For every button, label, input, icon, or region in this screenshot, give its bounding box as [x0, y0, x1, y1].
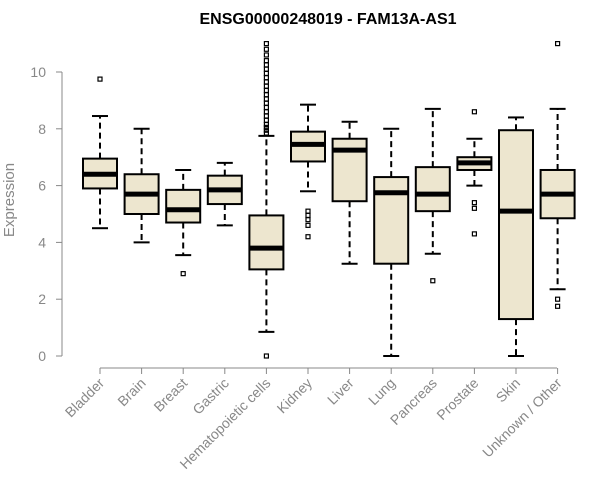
- outlier-point: [471, 231, 477, 237]
- box-lung: [373, 127, 410, 357]
- box-iqr: [414, 166, 451, 213]
- y-tick-label: 4: [38, 234, 46, 250]
- x-tick-label: Skin: [493, 375, 524, 406]
- x-tick-label: Lung: [365, 375, 398, 408]
- outlier-point: [180, 271, 186, 277]
- box-liver: [331, 120, 368, 265]
- outlier-point: [263, 353, 269, 359]
- outlier-point: [471, 205, 477, 211]
- outlier-point: [263, 96, 269, 102]
- x-tick-label: Breast: [150, 375, 190, 415]
- box-iqr: [498, 129, 534, 321]
- outlier-point: [554, 296, 561, 302]
- y-tick-label: 6: [38, 178, 46, 194]
- x-tick-label: Liver: [324, 375, 357, 408]
- outlier-point: [263, 127, 269, 133]
- outlier-point: [305, 212, 311, 219]
- outlier-point: [471, 200, 477, 206]
- outlier-point: [263, 113, 269, 119]
- outlier-point: [263, 130, 269, 136]
- y-tick-label: 8: [38, 121, 46, 137]
- outlier-point: [263, 83, 269, 89]
- outlier-point: [263, 52, 269, 58]
- x-tick-label: Prostate: [433, 375, 481, 423]
- outlier-point: [263, 87, 269, 94]
- outlier-point: [263, 62, 269, 68]
- x-tick-label: Brain: [114, 375, 148, 409]
- outlier-point: [263, 104, 269, 111]
- outlier-point: [263, 46, 269, 52]
- box-pancreas: [414, 107, 451, 284]
- outlier-point: [263, 75, 269, 81]
- box-unknown-other: [539, 40, 576, 309]
- y-axis-title: Expression: [1, 163, 18, 237]
- y-axis-ticks: 0 2 4 6 8 10: [30, 64, 62, 364]
- outlier-point: [430, 278, 436, 284]
- box-hematopoietic-cells: [248, 40, 285, 359]
- outlier-point: [305, 234, 311, 240]
- outlier-point: [554, 40, 561, 47]
- outlier-point: [263, 40, 269, 47]
- box-iqr: [248, 214, 285, 271]
- box-skin: [498, 116, 534, 357]
- outlier-point: [263, 58, 269, 64]
- outlier-point: [263, 92, 269, 98]
- outlier-point: [305, 208, 311, 214]
- outlier-point: [305, 217, 311, 223]
- y-tick-label: 0: [38, 348, 46, 364]
- outlier-point: [305, 222, 311, 228]
- box-iqr: [165, 188, 202, 224]
- outlier-point: [471, 109, 477, 115]
- outlier-point: [263, 124, 269, 130]
- outlier-point: [263, 121, 269, 128]
- outlier-point: [263, 117, 269, 123]
- box-gastric: [206, 161, 243, 227]
- box-breast: [165, 168, 202, 277]
- outlier-point: [263, 100, 269, 106]
- outlier-point: [554, 303, 561, 309]
- x-tick-label: Unknown / Other: [479, 375, 565, 461]
- box-brain: [123, 127, 160, 244]
- y-tick-label: 10: [30, 64, 46, 80]
- box-series: [82, 40, 576, 359]
- outlier-point: [263, 66, 269, 72]
- y-tick-label: 2: [38, 291, 46, 307]
- chart-title: ENSG00000248019 - FAM13A-AS1: [199, 11, 456, 28]
- outlier-point: [263, 70, 269, 77]
- outlier-point: [263, 79, 269, 85]
- box-kidney: [290, 103, 326, 240]
- x-tick-label: Bladder: [62, 375, 108, 421]
- box-bladder: [82, 76, 118, 230]
- x-tick-label: Kidney: [274, 375, 316, 417]
- box-prostate: [456, 109, 493, 237]
- box-iqr: [373, 176, 410, 265]
- outlier-point: [263, 109, 269, 115]
- outlier-point: [97, 76, 103, 82]
